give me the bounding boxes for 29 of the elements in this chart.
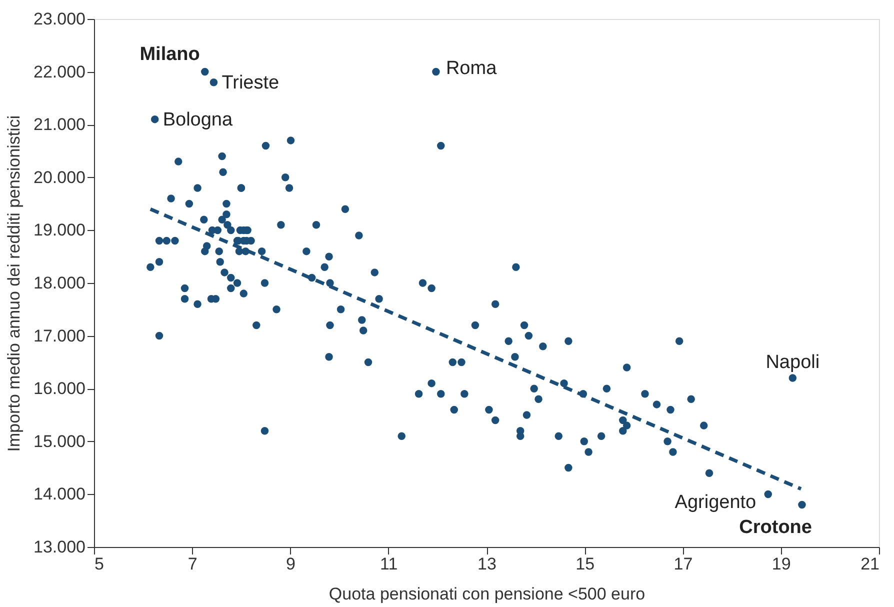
y-tick-label: 21.000 (34, 115, 86, 134)
y-tick-label: 23.000 (34, 10, 86, 28)
y-tick-label: 16.000 (34, 379, 86, 398)
annotation: Agrigento (674, 492, 756, 514)
y-tick-label: 17.000 (34, 326, 86, 346)
annotation: Trieste (222, 72, 280, 94)
x-tick-label: 7 (188, 554, 198, 574)
x-tick-label: 15 (576, 554, 595, 574)
annotation: Bologna (162, 109, 233, 130)
x-tick-label: 11 (380, 554, 398, 574)
y-tick-label: 15.000 (34, 432, 86, 451)
y-tick-label: 13.000 (34, 538, 86, 556)
annotation: Milano (140, 44, 200, 65)
y-tick-label: 19.000 (34, 220, 86, 240)
x-tick-label: 17 (674, 554, 693, 574)
annotation: Napoli (766, 352, 820, 374)
x-tick-label: 21 (860, 554, 880, 574)
y-tick-label: 20.000 (34, 168, 86, 187)
annotation: Roma (446, 58, 498, 79)
y-tick-label: 22.000 (34, 62, 86, 82)
y-tick-label: 18.000 (34, 274, 86, 292)
x-tick-label: 9 (286, 554, 296, 574)
x-tick-label: 13 (478, 554, 496, 574)
y-tick-label: 14.000 (34, 484, 86, 504)
x-axis-title: Quota pensionati con pensione <500 euro (328, 584, 646, 604)
x-tick-label: 5 (94, 554, 104, 574)
annotation: Crotone (739, 516, 812, 538)
x-tick-label: 19 (772, 554, 791, 574)
y-axis-title: Importo medio annuo dei redditi pensionistici (4, 115, 24, 452)
